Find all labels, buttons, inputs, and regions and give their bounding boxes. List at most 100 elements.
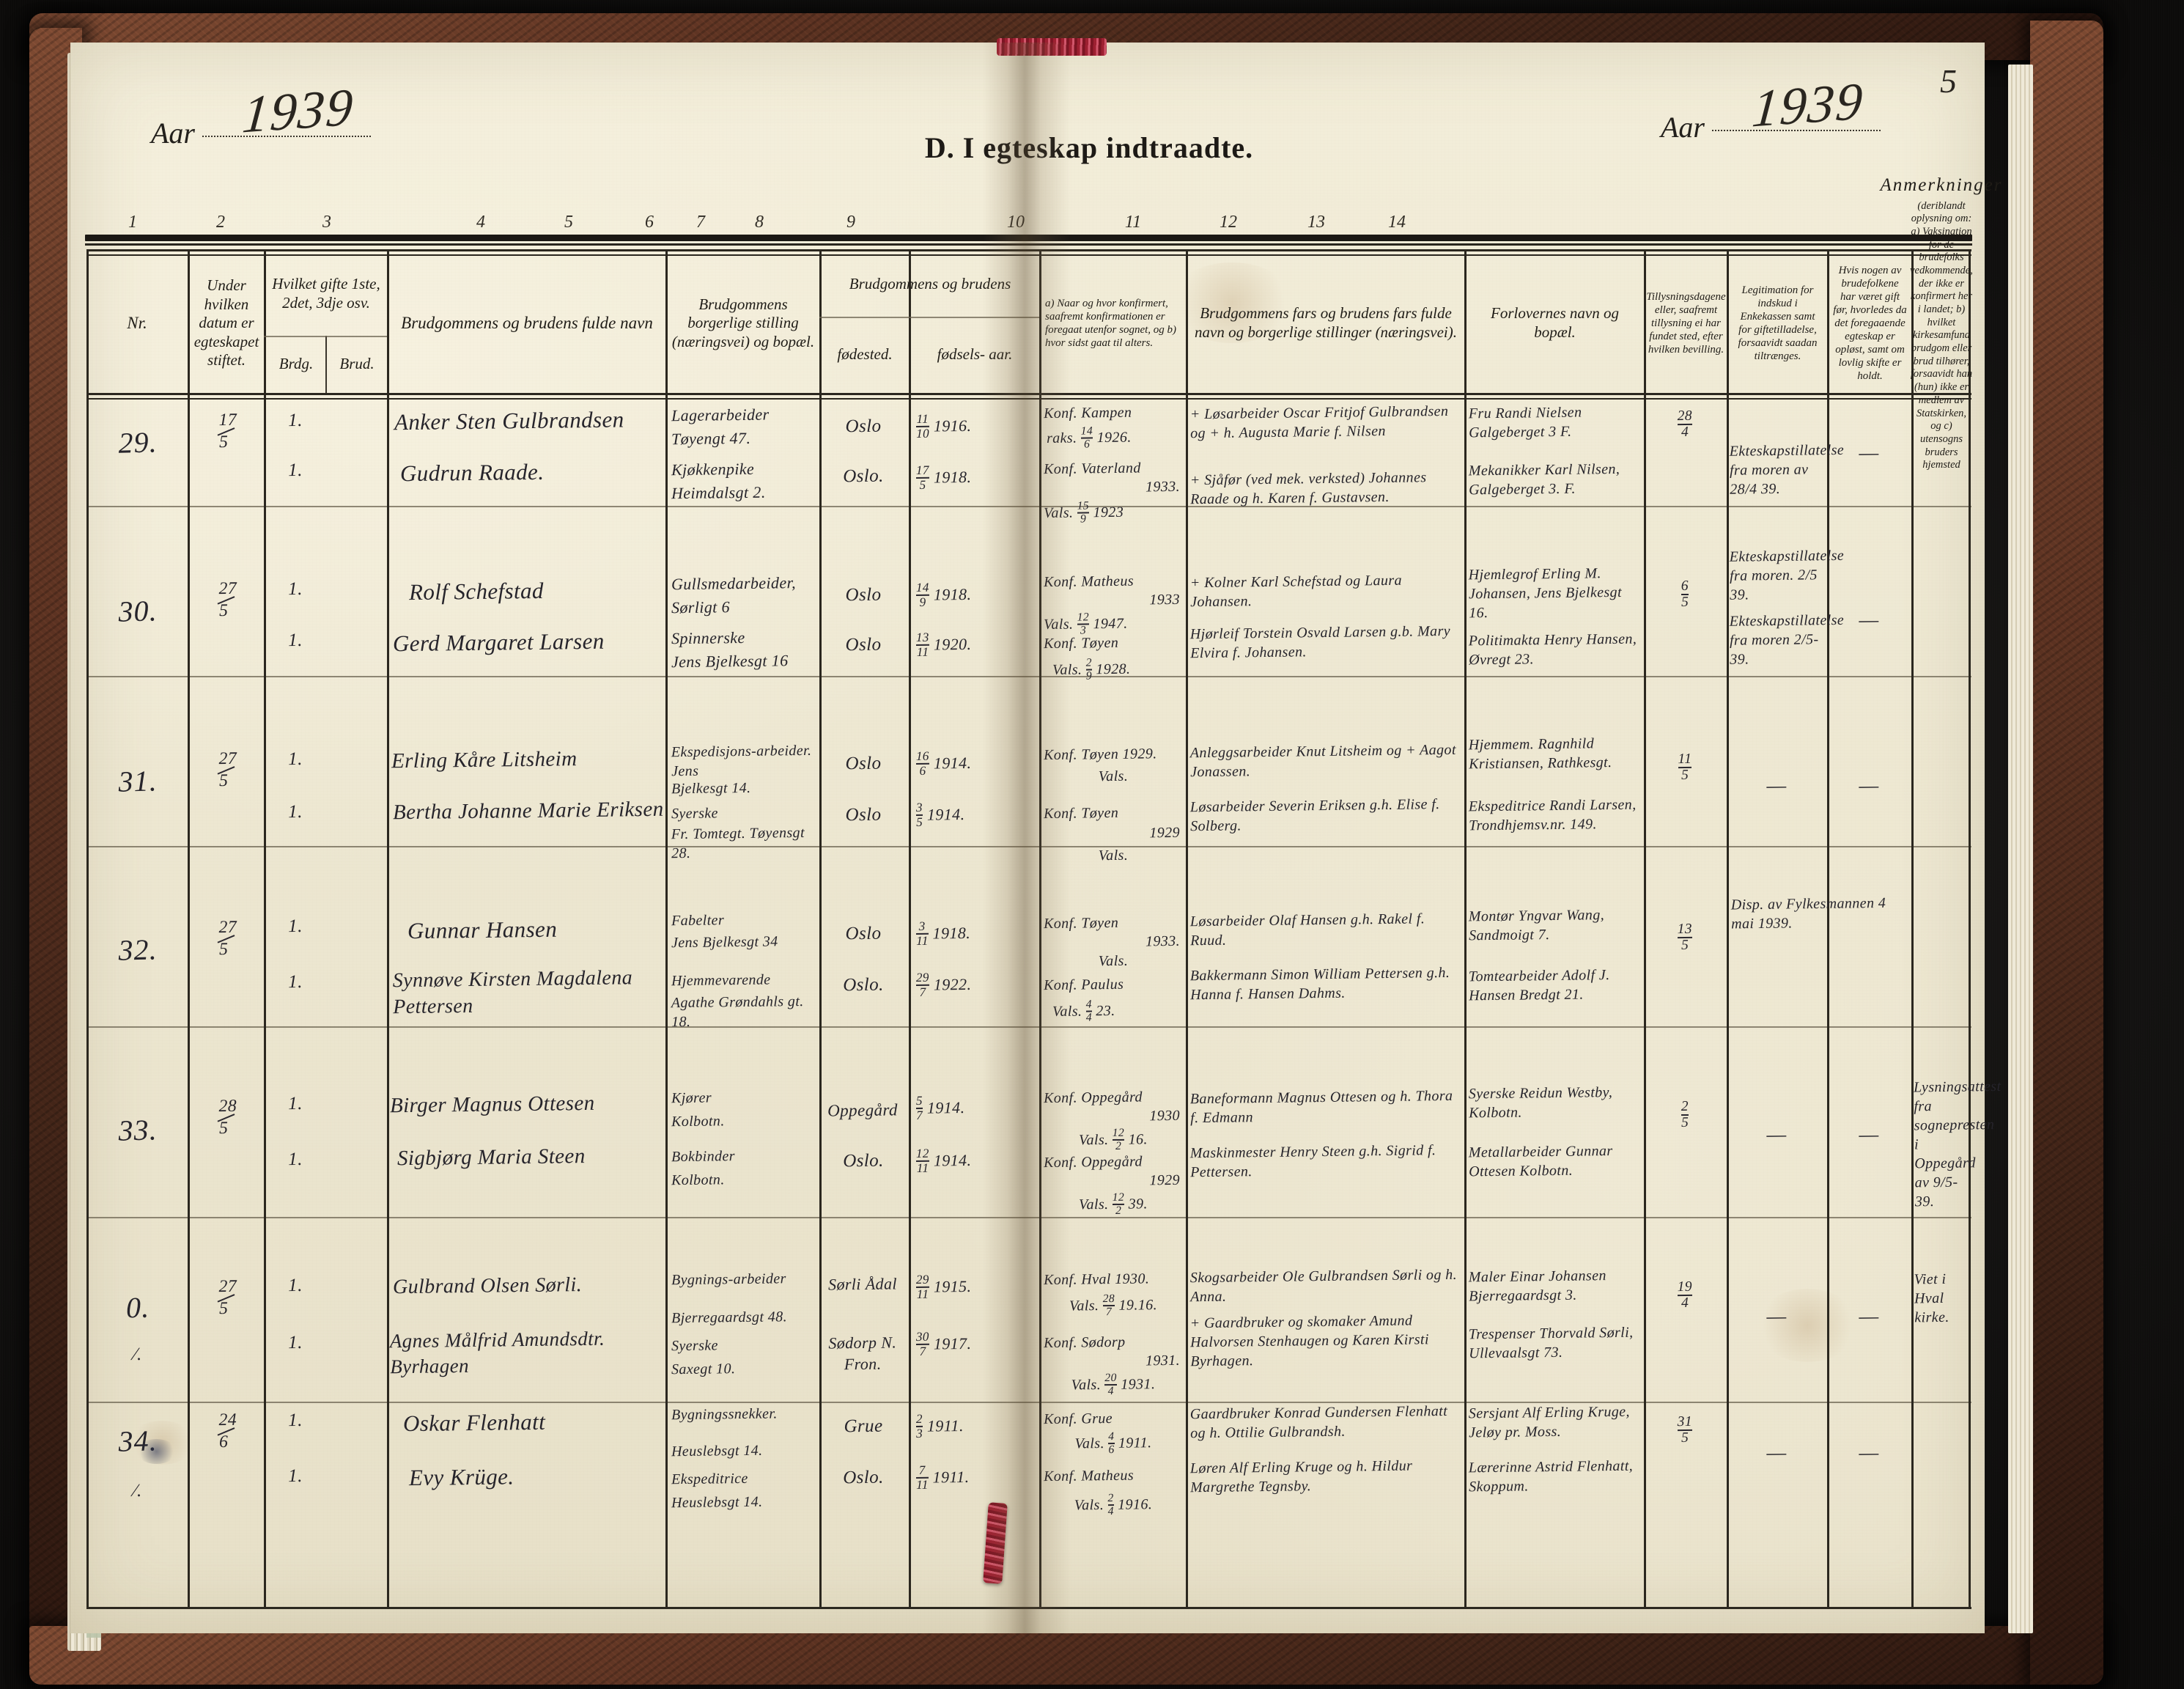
col-rule xyxy=(264,249,266,1609)
groom-communion-month: 7 xyxy=(1105,1305,1113,1318)
bride-birth-month: 11 xyxy=(916,1477,929,1492)
groom-communion-day: 12 xyxy=(1077,611,1090,624)
groom-birth-day: 29 xyxy=(915,1272,929,1287)
entry-bride-address: Heuslebsgt 14. xyxy=(671,1493,763,1512)
entry-groom-confirmation: Konf. Hval 1930. xyxy=(1043,1270,1150,1289)
entry-date: 27 5 xyxy=(191,579,262,620)
groom-birth-month: 9 xyxy=(919,595,926,609)
col-rule xyxy=(86,249,89,1609)
entry-groom-confirmation: Konf. Tøyen 1929. xyxy=(1043,746,1157,764)
column-number-3: 3 xyxy=(322,213,331,232)
bride-communion-day: 4 xyxy=(1085,998,1092,1011)
entry-groom-birthplace: Grue xyxy=(844,1416,883,1437)
entry-groom-birthplace: Sørli Ådal xyxy=(827,1274,898,1294)
entry-date: 27 5 xyxy=(191,1277,262,1318)
entry-bride-confirmation: Konf. Tøyen xyxy=(1043,804,1119,823)
entry-remarks xyxy=(1916,762,1967,763)
entry-groom-birthdate: 3 11 1918. xyxy=(915,919,1036,948)
entry-legitimation: — xyxy=(1766,773,1787,798)
groom-birth-year: 1918. xyxy=(932,923,971,943)
column-number-2: 2 xyxy=(216,213,225,232)
entry-witness-1: Hjemmem. Ragnhild Kristiansen, Rathkesgt… xyxy=(1468,735,1612,773)
bride-communion-month: 9 xyxy=(1080,512,1087,526)
entry-groom-occupation: Gullsmedarbeider, xyxy=(671,573,797,594)
entry-groom-name: Oskar Flenhatt xyxy=(402,1408,546,1437)
bride-communion-month: 2 xyxy=(1115,1204,1122,1217)
groom-birth-year: 1911. xyxy=(926,1416,964,1435)
entry-legitimation: — xyxy=(1766,1440,1787,1465)
header-rule-thin xyxy=(85,243,1972,246)
column-number-11: 11 xyxy=(1124,213,1142,232)
entry-groom-address: Sørligt 6 xyxy=(671,597,731,617)
banns-day: 13 xyxy=(1677,921,1693,938)
entry-groom-address: Kolbotn. xyxy=(671,1113,725,1130)
entry-groom-communion: Vals. xyxy=(1098,768,1129,785)
groom-communion-year: 1947. xyxy=(1093,615,1128,633)
entry-witness-2: Tomtearbeider Adolf J. Hansen Bredgt 21. xyxy=(1468,967,1610,1004)
entry-date-day: 24 xyxy=(218,1410,237,1430)
bride-communion-pre: Vals. xyxy=(1043,504,1074,522)
entry-date-month: 5 xyxy=(218,432,229,452)
entry-groom-occupation: Bygnings-arbeider xyxy=(671,1270,786,1289)
col6-split-rule xyxy=(819,317,1039,318)
colhead-birthyear: fødsels- aar. xyxy=(937,345,1013,364)
col-rule xyxy=(1969,249,1971,1609)
entry-groom-name: Anker Sten Gulbrandsen xyxy=(394,406,624,435)
entry-groom-birthdate: 29 11 1915. xyxy=(916,1272,1036,1301)
entry-groom-address: Heuslebsgt 14. xyxy=(671,1442,763,1460)
col-rule xyxy=(1186,249,1188,1609)
entry-bride-name: Synnøve Kirsten Magdalena Pettersen xyxy=(392,966,633,1019)
entry-legitimation: Ekteskapstillatelse fra moren. 2/5 39. xyxy=(1729,547,1845,603)
entry-bride-communion: Vals. 15 9 1923 xyxy=(1044,499,1183,526)
marriage-register-table: Nr. Under hvilken datum er egteskapet st… xyxy=(86,175,2002,1609)
entry-groom-occupation: Ekspedisjons-arbeider. Jens xyxy=(671,742,812,780)
entry-groom-confirmation: Konf. Tøyen xyxy=(1043,914,1119,932)
entry-groom-father: + Kolner Karl Schefstad og Laura Johanse… xyxy=(1189,572,1403,611)
bride-birth-year: 1914. xyxy=(933,1150,972,1170)
colhead-remarks: Anmerkninger (deriblandt oplysning om: a… xyxy=(1880,175,2001,471)
col-rule xyxy=(665,249,668,1609)
banns-day: 2 xyxy=(1681,1098,1689,1115)
column-number-14: 14 xyxy=(1388,213,1406,232)
entry-bride-father: Hjørleif Torstein Osvald Larsen g.b. Mar… xyxy=(1189,622,1451,662)
entry-remarks xyxy=(1916,931,1967,932)
bride-birth-year: 1914. xyxy=(926,805,965,824)
col-rule xyxy=(1464,249,1467,1609)
entry-bride-occupation: Syerske xyxy=(671,1337,719,1355)
banns-month: 4 xyxy=(1681,424,1689,441)
bride-communion-day: 2 xyxy=(1085,656,1092,669)
colhead-brdg: Brdg. xyxy=(278,355,314,373)
groom-communion-month: 6 xyxy=(1083,438,1091,451)
column-number-13: 13 xyxy=(1307,213,1325,232)
banns-month: 5 xyxy=(1681,594,1689,611)
entry-groom-birthplace: Oslo xyxy=(845,416,882,437)
groom-communion-month: 2 xyxy=(1115,1139,1122,1152)
entry-bride-birthplace: Oslo. xyxy=(843,974,884,996)
entry-legitimation: Disp. av Fylkesmannen 4 mai 1939. xyxy=(1730,894,1886,932)
entry-groom-birthdate: 11 10 1916. xyxy=(915,411,1036,441)
banns-day: 31 xyxy=(1677,1413,1693,1430)
entry-banns: 28 4 xyxy=(1647,408,1724,441)
bride-birth-day: 3 xyxy=(915,800,923,815)
entry-banns: 11 5 xyxy=(1647,751,1724,784)
entry-witness-1: Sersjant Alf Erling Kruge, Jeløy pr. Mos… xyxy=(1468,1403,1631,1441)
table-top-rule xyxy=(86,249,1971,251)
groom-birth-year: 1914. xyxy=(926,1098,965,1117)
bride-birth-month: 5 xyxy=(916,814,923,829)
entry-bride-confirmation: Konf. Tøyen xyxy=(1043,634,1119,652)
groom-communion-pre: Vals. xyxy=(1074,1435,1105,1452)
entry-groom-name: Erling Kåre Litsheim xyxy=(391,747,578,773)
entry-bride-father: Løren Alf Erling Kruge og h. Hildur Marg… xyxy=(1189,1457,1413,1496)
entry-bride-birthdate: 29 7 1922. xyxy=(916,970,1036,999)
bride-birth-month: 11 xyxy=(916,1160,929,1175)
entry-bride-marriage-no: 1. xyxy=(288,1465,303,1487)
entry-remarks: Viet i Hval kirke. xyxy=(1914,1270,1949,1326)
colhead-fathers: Brudgommens fars og brudens fars fulde n… xyxy=(1195,304,1457,341)
col-rule xyxy=(1727,249,1729,1609)
groom-communion-year: 1911. xyxy=(1118,1435,1152,1451)
entry-witness-2: Mekanikker Karl Nilsen, Galgeberget 3. F… xyxy=(1468,460,1620,498)
entry-witness-1: Fru Randi Nielsen Galgeberget 3 F. xyxy=(1468,404,1582,441)
bride-birth-year: 1922. xyxy=(933,974,972,994)
